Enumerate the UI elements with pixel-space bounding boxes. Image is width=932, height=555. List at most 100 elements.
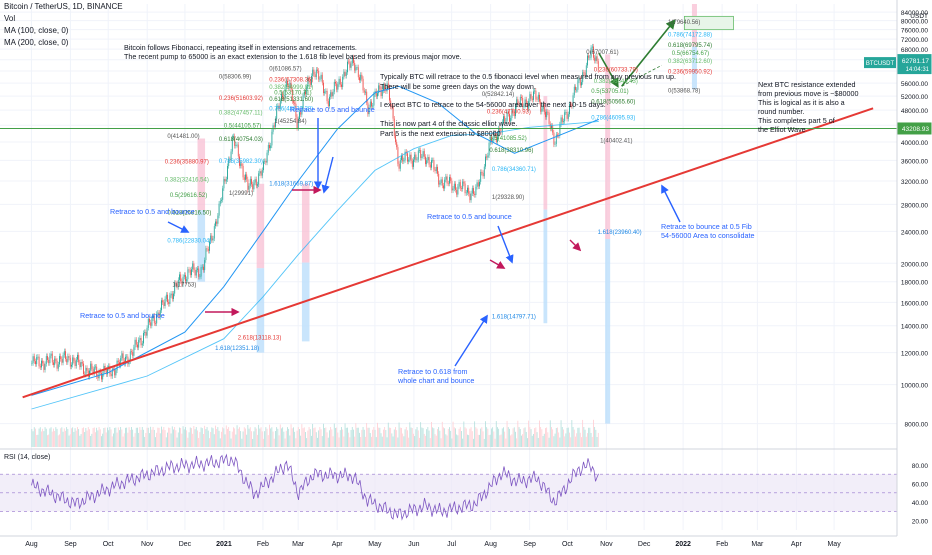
candle-body (41, 360, 42, 368)
candle-body (315, 69, 317, 78)
note-resistance-4: round number. (758, 107, 804, 116)
candle-body (317, 69, 318, 71)
volume-bar (349, 437, 351, 447)
volume-bar (329, 430, 330, 447)
candle-body (325, 90, 327, 92)
volume-bar (579, 432, 581, 447)
volume-bar (403, 436, 405, 447)
volume-bar (351, 427, 353, 447)
volume-bar (92, 428, 94, 447)
candle-body (571, 104, 573, 107)
volume-bar (212, 428, 214, 447)
candle-body (235, 144, 237, 146)
candle-body (176, 283, 178, 288)
volume-bar (319, 427, 321, 447)
candle-body (422, 151, 424, 157)
candle-body (230, 151, 232, 161)
candle-body (201, 266, 203, 268)
candle-body (252, 184, 254, 190)
volume-bar (419, 437, 420, 447)
fib-level-label: 1(17753) (172, 283, 196, 289)
volume-bar (32, 431, 34, 447)
volume-bar (60, 428, 62, 447)
volume-bar (85, 427, 87, 447)
candle-body (212, 238, 214, 241)
volume-bar (194, 429, 196, 447)
volume-bar (499, 435, 501, 447)
retrace-label-f1: Retrace to bounce at 0.5 Fib (661, 222, 752, 231)
candle-body (49, 355, 51, 364)
candle-body (392, 106, 394, 119)
volume-bar (193, 426, 195, 447)
candle-body (149, 318, 150, 323)
candle-body (251, 178, 252, 185)
candle-body (445, 176, 447, 180)
candle-body (486, 156, 488, 158)
note-fibonacci-1: Bitcoin follows Fibonacci, repeating its… (124, 43, 357, 52)
volume-bar (354, 436, 356, 447)
volume-bar (134, 433, 136, 447)
candle-body (351, 57, 353, 64)
candle-body (509, 113, 510, 122)
volume-bar (173, 429, 174, 447)
volume-bar (145, 432, 147, 447)
volume-bar (107, 427, 108, 447)
volume-bar (563, 429, 564, 447)
candle-body (192, 263, 194, 270)
fib-zone-upper (197, 138, 206, 211)
volume-bar (554, 433, 556, 447)
candle-body (239, 156, 240, 166)
candle-body (98, 371, 100, 379)
candle-body (581, 82, 582, 86)
candle-body (455, 183, 456, 190)
candle-body (342, 76, 344, 87)
volume-bar (385, 430, 387, 447)
volume-bar (392, 436, 394, 447)
candle-body (143, 333, 144, 344)
candle-body (223, 179, 225, 189)
price-tick-label: 10000.00 (901, 383, 928, 390)
volume-bar (102, 433, 104, 447)
volume-bar (62, 431, 64, 447)
volume-bar (150, 426, 152, 447)
volume-bar (583, 427, 585, 447)
time-tick-label: Oct (562, 541, 573, 548)
volume-bar (188, 432, 190, 447)
candle-body (80, 361, 82, 368)
candle-body (117, 360, 119, 363)
candle-body (224, 179, 226, 182)
candle-body (186, 279, 188, 282)
candle-body (296, 116, 298, 129)
volume-bar (272, 431, 274, 447)
candle-body (144, 332, 146, 334)
volume-bar (545, 428, 546, 447)
candle-body (365, 91, 366, 93)
volume-bar (539, 420, 540, 447)
fib-labels: 1(17753) 0(41481.00) 0.236(35880.97) 0.382(… (165, 20, 712, 352)
candle-body (44, 363, 46, 370)
volume-bar (343, 436, 345, 447)
volume-bar (151, 429, 153, 447)
candle-body (353, 57, 354, 63)
candle-body (411, 160, 413, 167)
fib-level-label: 0.236(60733.79) (594, 67, 638, 73)
candle-body (68, 356, 70, 358)
time-tick-label: Nov (141, 541, 154, 548)
candle-body (444, 179, 446, 189)
candle-body (357, 67, 359, 78)
candle-body (475, 186, 477, 196)
candle-body (278, 105, 280, 109)
candle-body (518, 104, 520, 105)
volume-bar (44, 427, 46, 447)
candle-body (383, 85, 384, 91)
volume-bar (252, 438, 254, 447)
candle-body (121, 353, 123, 359)
volume-bar (314, 427, 316, 447)
candle-body (307, 78, 309, 88)
volume-bar (87, 427, 89, 447)
candle-body (555, 134, 557, 145)
volume-bar (227, 428, 228, 447)
candle-body (332, 91, 334, 97)
